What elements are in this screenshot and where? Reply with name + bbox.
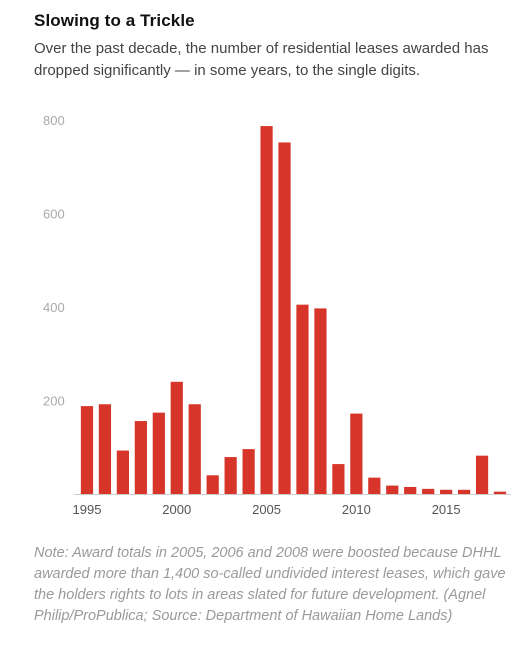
bar-2018 (493, 491, 507, 494)
x-axis-ticks: 1995 2000 2005 2010 2015 (73, 502, 461, 517)
bar-2013 (404, 486, 417, 494)
y-tick-label: 400 (43, 300, 65, 315)
y-axis-ticks: 200 400 600 800 (43, 113, 65, 409)
x-tick-label: 2005 (252, 502, 281, 517)
bar-1999 (152, 412, 165, 494)
bar-2016 (458, 489, 471, 494)
bar-1997 (116, 450, 129, 494)
y-tick-label: 600 (43, 207, 65, 222)
chart-subtitle: Over the past decade, the number of resi… (34, 40, 489, 79)
bar-2008 (314, 308, 327, 494)
bar-2004 (242, 449, 255, 494)
bars-group (80, 126, 507, 494)
bar-1995 (80, 406, 94, 494)
bar-2011 (368, 477, 381, 494)
x-tick-label: 2015 (432, 502, 461, 517)
bar-2005 (260, 126, 273, 494)
y-tick-label: 800 (43, 113, 65, 128)
bar-2007 (296, 304, 309, 494)
bar-2001 (188, 404, 201, 494)
bar-2012 (386, 485, 399, 494)
bar-2017 (475, 455, 489, 494)
y-tick-label: 200 (43, 394, 65, 409)
bar-2015 (440, 489, 453, 494)
bar-2009 (332, 464, 345, 494)
bar-2000 (170, 381, 183, 494)
source-note: Note: Award totals in 2005, 2006 and 200… (34, 545, 506, 624)
bar-2002 (206, 475, 219, 494)
x-tick-label: 2010 (342, 502, 371, 517)
bar-2010 (350, 413, 363, 494)
bar-2003 (224, 457, 237, 494)
x-tick-label: 1995 (73, 502, 102, 517)
bar-1998 (134, 421, 147, 494)
bar-2014 (422, 488, 435, 494)
x-tick-label: 2000 (162, 502, 191, 517)
bar-chart: 200 400 600 800 1995 2000 2005 2010 2015 (43, 113, 511, 517)
bar-1996 (98, 404, 112, 494)
bar-2006 (278, 142, 291, 494)
chart-title: Slowing to a Trickle (34, 11, 195, 30)
